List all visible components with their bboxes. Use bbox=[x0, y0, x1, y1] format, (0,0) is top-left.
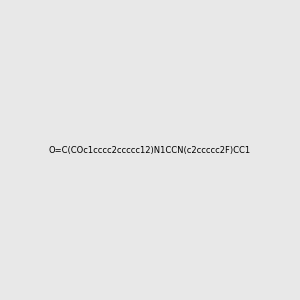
Text: O=C(COc1cccc2ccccc12)N1CCN(c2ccccc2F)CC1: O=C(COc1cccc2ccccc12)N1CCN(c2ccccc2F)CC1 bbox=[49, 146, 251, 154]
